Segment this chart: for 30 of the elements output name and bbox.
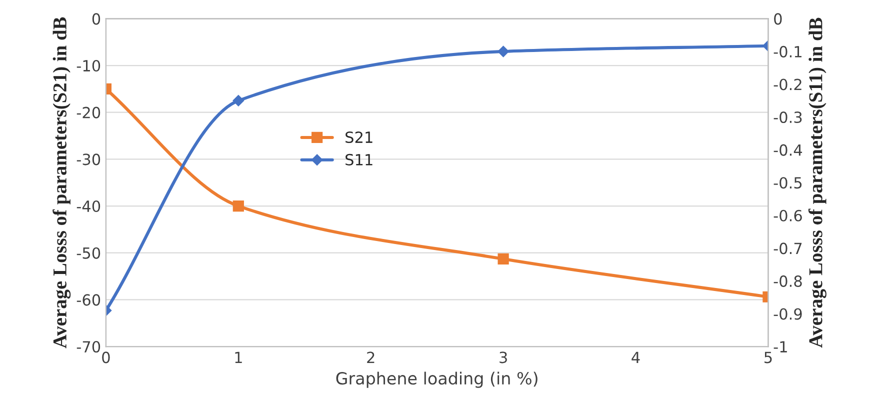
y2-axis-title: Average Losss of parameters(S11) in dB [808,18,826,348]
y-axis-title: Average Losss of parameters(S21) in dB [52,17,71,348]
legend-label: S11 [346,154,372,166]
y-tick-label: -20 [76,106,100,118]
y2-tick-label: -0.8 [774,275,802,287]
x-tick-label: 0 [102,352,110,364]
x-axis-title: Graphene loading (in %) [336,372,538,388]
y2-tick-label: -0.6 [774,210,802,222]
y2-tick-label: -0.4 [774,144,802,156]
y2-tick-label: -0.9 [774,308,802,320]
legend-label: S21 [346,131,372,144]
y-tick-label: -70 [76,340,100,353]
y2-tick-label: -1 [774,341,787,352]
y2-tick-label: -0.3 [774,111,802,124]
y2-tick-label: -0.1 [774,46,802,58]
y-tick-label: -40 [76,200,100,212]
y2-tick-label: 0 [774,13,782,25]
y-tick-label: -60 [76,294,100,306]
x-tick-label: 5 [764,352,772,364]
x-tick-label: 4 [632,352,640,363]
y2-tick-label: -0.5 [774,177,802,189]
x-tick-label: 2 [367,352,374,363]
y2-tick-label: -0.2 [774,78,802,90]
y-tick-label: -10 [76,60,100,72]
y-tick-label: 0 [92,13,100,25]
y-tick-label: -50 [76,247,100,259]
x-tick-label: 1 [235,352,242,363]
x-tick-label: 3 [500,352,507,364]
y2-tick-label: -0.7 [774,242,802,254]
y-tick-label: -30 [76,154,100,166]
